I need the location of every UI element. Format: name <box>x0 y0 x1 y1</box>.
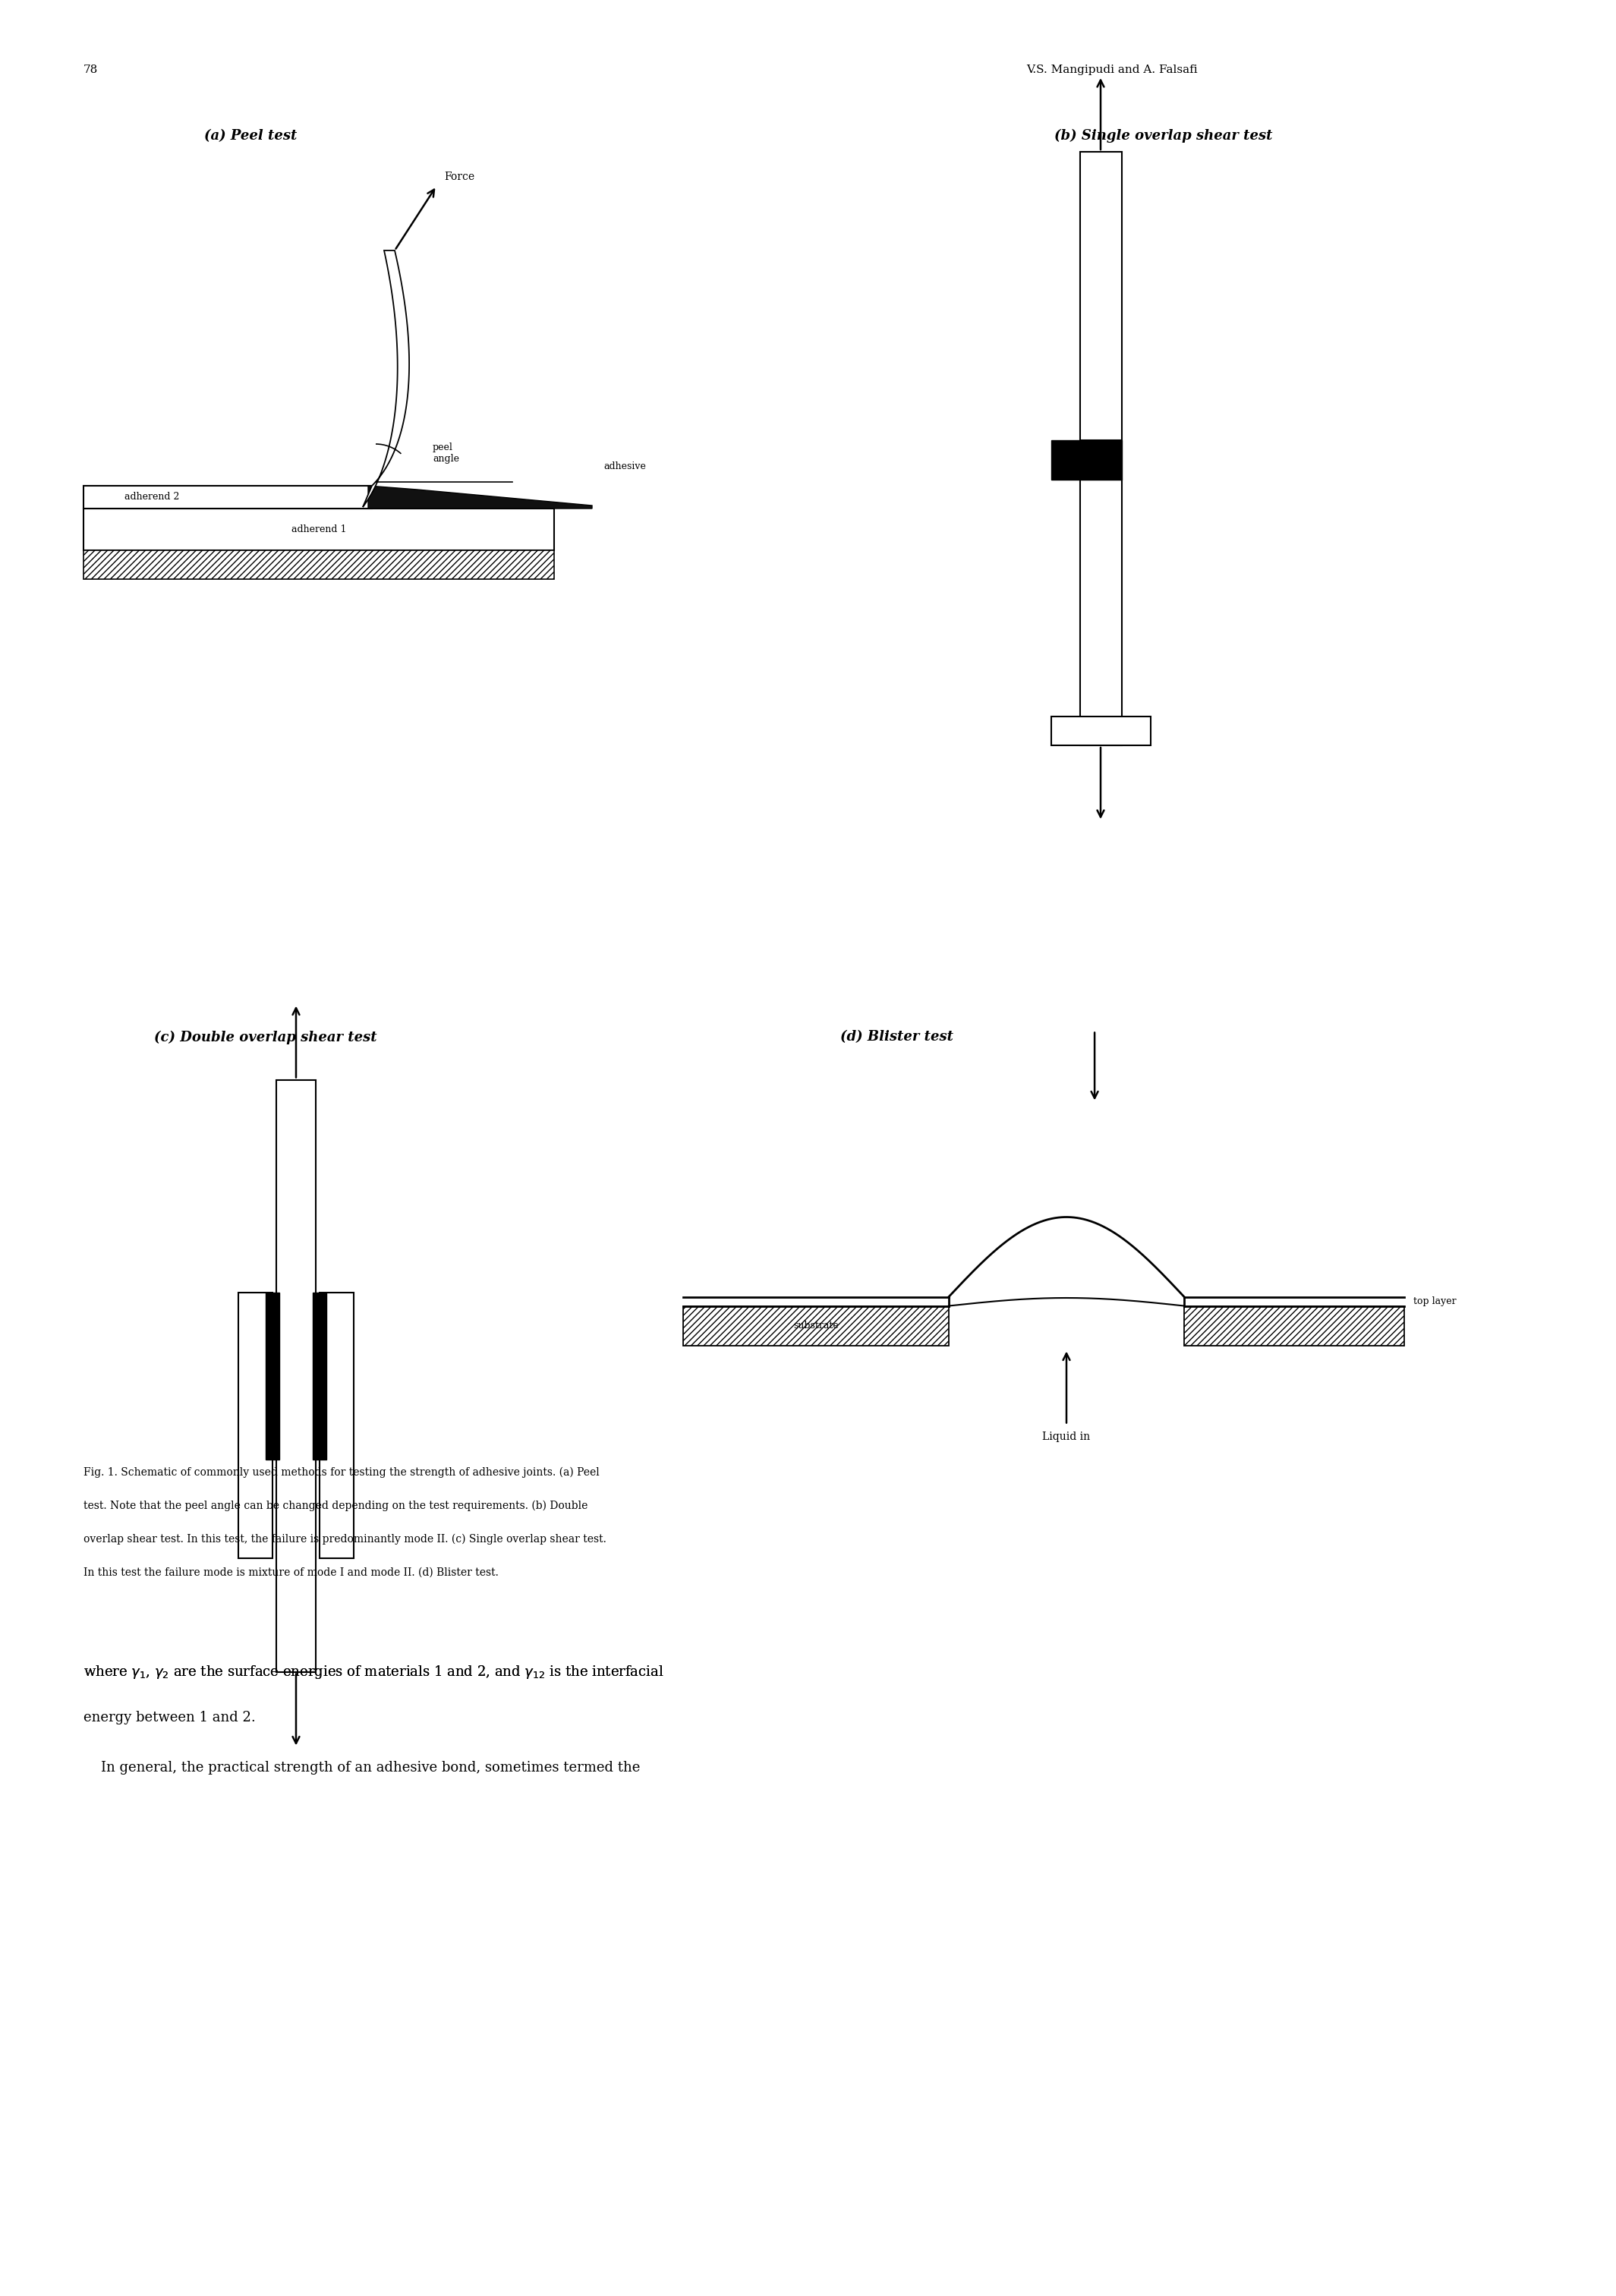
Text: Fig. 1. Schematic of commonly used methods for testing the strength of adhesive : Fig. 1. Schematic of commonly used metho… <box>84 1467 600 1479</box>
Text: In general, the practical strength of an adhesive bond, sometimes termed the: In general, the practical strength of an… <box>84 1761 640 1775</box>
Text: (c) Double overlap shear test: (c) Double overlap shear test <box>154 1031 377 1045</box>
Text: top layer: top layer <box>1414 1297 1456 1306</box>
Bar <box>1185 1306 1404 1345</box>
Text: 78: 78 <box>84 64 99 76</box>
Text: Force: Force <box>444 172 475 181</box>
Bar <box>1050 716 1151 746</box>
Text: energy between 1 and 2.: energy between 1 and 2. <box>84 1711 255 1724</box>
Bar <box>84 551 554 579</box>
Bar <box>684 1306 949 1345</box>
Bar <box>238 1293 273 1559</box>
Polygon shape <box>368 487 591 507</box>
Polygon shape <box>364 250 409 507</box>
Bar <box>84 507 554 551</box>
Bar <box>276 1079 315 1671</box>
Bar <box>1050 441 1122 480</box>
Bar <box>320 1293 354 1559</box>
Text: Liquid in: Liquid in <box>1042 1430 1091 1442</box>
Text: (b) Single overlap shear test: (b) Single overlap shear test <box>1054 129 1273 142</box>
Text: where $\gamma_1$, $\gamma_2$ are the surface energies of materials 1 and 2, and : where $\gamma_1$, $\gamma_2$ are the sur… <box>84 1665 664 1681</box>
Text: test. Note that the peel angle can be changed depending on the test requirements: test. Note that the peel angle can be ch… <box>84 1499 588 1511</box>
Text: adherend 2: adherend 2 <box>124 491 179 503</box>
Text: adherend 1: adherend 1 <box>291 523 346 535</box>
Bar <box>314 1293 326 1460</box>
Text: peel
angle: peel angle <box>433 443 459 464</box>
Bar <box>265 1293 280 1460</box>
Text: adhesive: adhesive <box>603 461 646 471</box>
Bar <box>1079 152 1122 441</box>
Text: In this test the failure mode is mixture of mode I and mode II. (d) Blister test: In this test the failure mode is mixture… <box>84 1566 499 1577</box>
Bar <box>84 487 372 507</box>
Bar <box>1079 480 1122 746</box>
Text: V.S. Mangipudi and A. Falsafi: V.S. Mangipudi and A. Falsafi <box>1026 64 1197 76</box>
Text: (a) Peel test: (a) Peel test <box>204 129 297 142</box>
Text: (d) Blister test: (d) Blister test <box>840 1031 953 1045</box>
Text: overlap shear test. In this test, the failure is predominantly mode II. (c) Sing: overlap shear test. In this test, the fa… <box>84 1534 606 1545</box>
Text: where $\gamma_1$, $\gamma_2$ are the surface energies of materials 1 and 2, and : where $\gamma_1$, $\gamma_2$ are the sur… <box>84 1665 664 1681</box>
Text: substrate: substrate <box>793 1320 839 1332</box>
